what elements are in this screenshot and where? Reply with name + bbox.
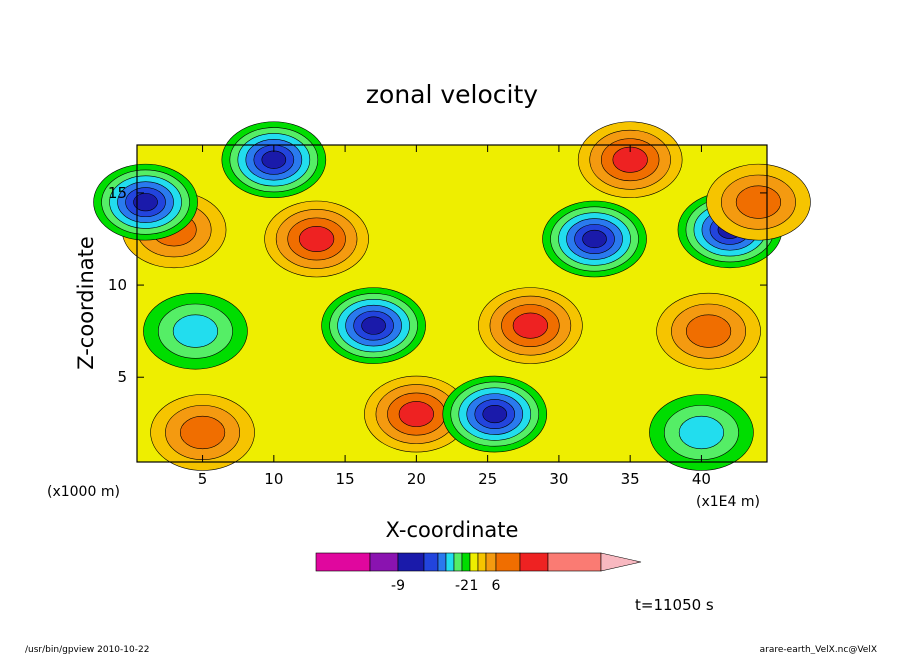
x-scale-label: (x1000 m) xyxy=(47,484,120,500)
colorbar-tick-label: -2 xyxy=(455,578,469,594)
colorbar-tick-label: 1 xyxy=(470,578,479,594)
contour-cell-5 xyxy=(442,375,548,453)
colorbar-extend-arrow xyxy=(600,552,642,572)
colorbar-segment xyxy=(495,552,521,572)
contour-cell-4 xyxy=(364,375,469,453)
contour-cell-15 xyxy=(649,394,754,471)
contour-cell-9 xyxy=(706,163,811,241)
x-tick-label: 30 xyxy=(549,470,568,488)
chart-title: zonal velocity xyxy=(366,80,538,109)
contour-level xyxy=(298,226,335,252)
footer-right: arare-earth_VelX.nc@VelX xyxy=(760,645,877,654)
x-tick-label: 5 xyxy=(198,470,208,488)
y-axis: 5 10 15 xyxy=(108,184,767,386)
contour-cell-8 xyxy=(93,163,198,241)
y-tick-label: 10 xyxy=(108,276,127,294)
contour-cell-3 xyxy=(478,287,583,364)
plot-frame xyxy=(136,144,768,463)
colorbar-segment xyxy=(453,552,463,572)
contour-cell-0 xyxy=(264,200,369,278)
colorbar-tick-label: -9 xyxy=(391,578,405,594)
x-tick-label: 40 xyxy=(692,470,711,488)
plot-area xyxy=(93,121,811,471)
contour-cell-11 xyxy=(656,292,761,370)
colorbar-segment xyxy=(469,552,479,572)
x-unit-label: (x1E4 m) xyxy=(696,494,760,510)
colorbar-segment xyxy=(485,552,497,572)
contour-cell-13 xyxy=(577,121,683,199)
x-tick-label: 25 xyxy=(478,470,497,488)
contour-level xyxy=(512,312,549,339)
y-axis-label: Z-coordinate xyxy=(74,236,98,370)
x-tick-label: 20 xyxy=(407,470,426,488)
contour-cell-2 xyxy=(321,287,426,364)
x-tick-label: 15 xyxy=(336,470,355,488)
colorbar-segment xyxy=(423,552,439,572)
contour-cell-10 xyxy=(143,292,248,370)
colorbar-segment xyxy=(477,552,487,572)
contour-level xyxy=(685,314,732,348)
y-tick-label: 5 xyxy=(117,368,127,386)
x-axis: 5 10 15 20 25 30 35 40 xyxy=(198,145,711,488)
x-tick-label: 35 xyxy=(621,470,640,488)
colorbar: -9 -2 1 6 xyxy=(315,552,642,594)
colorbar-segment xyxy=(437,552,447,572)
contour-level xyxy=(735,185,782,219)
contour-level xyxy=(678,415,725,450)
contour-level xyxy=(361,316,386,335)
contour-level xyxy=(582,229,607,249)
footer-left: /usr/bin/gpview 2010-10-22 xyxy=(25,645,149,654)
contour-level xyxy=(172,314,219,348)
colorbar-segment xyxy=(461,552,471,572)
contour-cell-12 xyxy=(221,121,327,199)
colorbar-segment xyxy=(547,552,602,572)
colorbar-segment xyxy=(369,552,399,572)
contour-cell-1 xyxy=(542,200,647,278)
x-tick-label: 10 xyxy=(264,470,283,488)
contour-level xyxy=(133,193,158,212)
colorbar-tick-label: 6 xyxy=(492,578,501,594)
colorbar-segment xyxy=(519,552,549,572)
contour-level xyxy=(398,401,434,428)
colorbar-segment xyxy=(445,552,455,572)
contour-cell-14 xyxy=(150,394,255,471)
contour-level xyxy=(179,415,226,450)
colorbar-segment xyxy=(315,552,371,572)
contour-field xyxy=(93,121,811,471)
x-axis-label: X-coordinate xyxy=(386,518,519,542)
time-label: t=11050 s xyxy=(635,596,714,614)
contour-level xyxy=(482,405,508,424)
y-tick-label: 15 xyxy=(108,184,127,202)
contour-level xyxy=(261,150,287,169)
colorbar-segment xyxy=(397,552,425,572)
